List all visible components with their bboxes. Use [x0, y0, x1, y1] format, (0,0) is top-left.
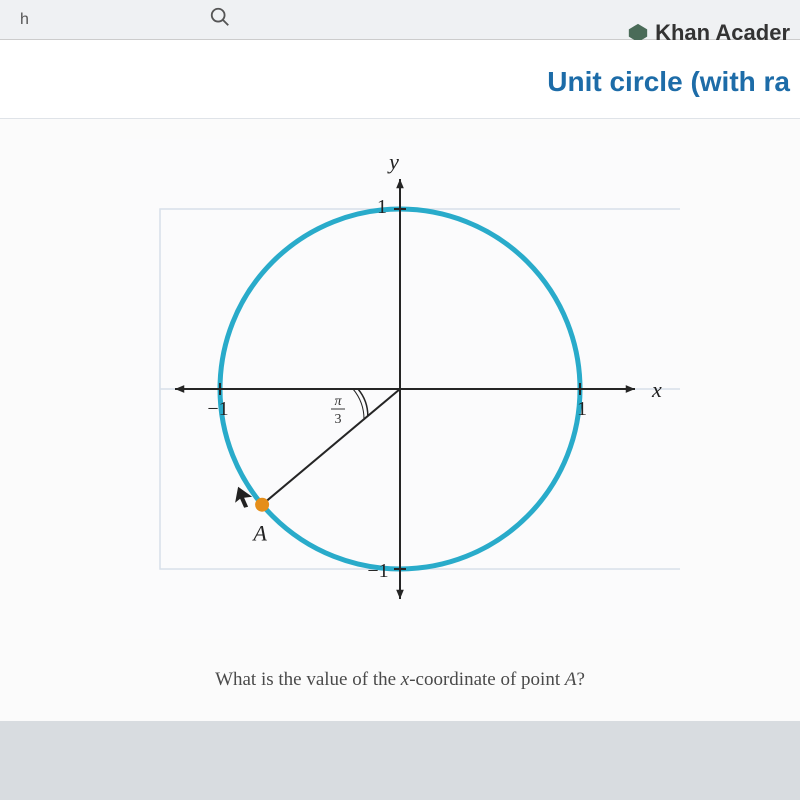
question-text: What is the value of the x-coordinate of… [215, 669, 585, 691]
svg-text:−1: −1 [367, 560, 388, 582]
page-title: Unit circle (with ra [0, 50, 800, 119]
svg-text:1: 1 [377, 196, 387, 218]
unit-circle-plot: 1 −1 1 −1 x y π 3 A [120, 139, 680, 639]
question-prefix: What is the value of the [215, 669, 401, 690]
question-point: A [565, 669, 577, 690]
svg-text:π: π [334, 394, 342, 409]
svg-text:y: y [387, 149, 399, 174]
content-frame: Unit circle (with ra 1 −1 1 −1 x y π 3 A What is… [0, 40, 800, 721]
question-middle: -coordinate of point [409, 669, 565, 690]
svg-text:x: x [651, 377, 662, 402]
svg-text:−1: −1 [207, 398, 228, 420]
question-suffix: ? [576, 669, 584, 690]
search-icon[interactable] [209, 6, 231, 33]
search-text-fragment: h [20, 11, 29, 29]
svg-text:3: 3 [335, 412, 342, 427]
chart-area: 1−11−1xyπ3A What is the value of the x-c… [0, 119, 800, 721]
point-a [255, 498, 269, 512]
point-a-label: A [251, 521, 267, 546]
svg-text:1: 1 [577, 398, 587, 420]
radius-line [262, 389, 400, 505]
question-var: x [401, 669, 409, 690]
